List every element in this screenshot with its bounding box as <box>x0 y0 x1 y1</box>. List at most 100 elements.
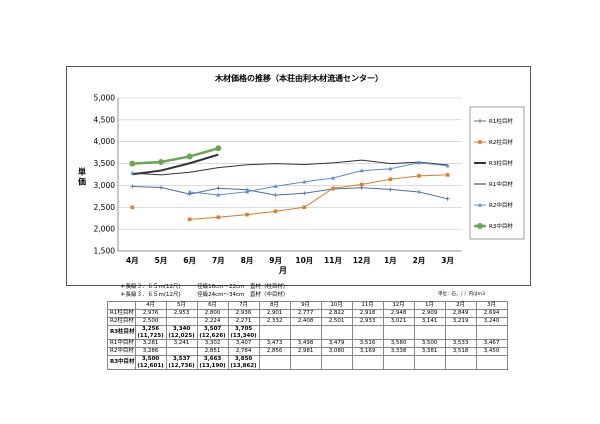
table-header-cell: 11月 <box>351 301 384 310</box>
table-cell <box>258 355 291 370</box>
table-cell: 3,021 <box>382 317 415 326</box>
table-row: R2柱目材 2,500 2,224 2,271 2,332 2,408 2,501 2,933… <box>107 317 508 326</box>
line-chart: 木材価格の推移（本荘由利木材流通センター） 1,500 2,000 2,500 3,00… <box>77 73 525 275</box>
table-cell: 3,580 <box>382 339 415 348</box>
data-table: 4月 5月 6月 7月 8月 9月 10月 11月 12月 1月 2月 3月 R1柱目材 2,976 2,9… <box>107 301 508 370</box>
table-cell: 3,500 <box>413 339 446 348</box>
table-header-cell: 9月 <box>289 301 322 310</box>
table-cell: 3,450 <box>475 347 508 356</box>
table-header-cell: 4月 <box>134 301 167 310</box>
table-cell <box>258 325 291 340</box>
x-tick-label: 11月 <box>324 256 342 265</box>
data-point <box>359 168 364 173</box>
table-cell: 3,705 (13,340) <box>227 325 260 340</box>
table-cell: 2,856 <box>258 347 291 356</box>
y-tick-label: 2,500 <box>94 203 116 212</box>
table-cell <box>165 317 198 326</box>
data-point <box>388 177 393 182</box>
table-cell <box>165 347 198 356</box>
series-line <box>132 153 219 176</box>
table-cell: 2,933 <box>351 317 384 326</box>
table-cell: 2,976 <box>134 309 167 318</box>
chart-frame: 木材価格の推移（本荘由利木材流通センター） 1,500 2,000 2,500 3,00… <box>66 66 531 286</box>
data-point <box>331 175 335 180</box>
table-cell: 2,332 <box>258 317 291 326</box>
y-tick-label: 4,000 <box>94 137 116 146</box>
data-point <box>245 189 249 194</box>
table-cell: 2,918 <box>351 309 384 318</box>
table-cell: 3,338 <box>382 347 415 356</box>
x-tick-label: 6月 <box>183 256 196 265</box>
table-cell: 3,507 (12,626) <box>196 325 229 340</box>
table-header-cell: 8月 <box>258 301 291 310</box>
table-cell: 2,851 <box>196 347 229 356</box>
table-cell: 3,340 (12,025) <box>165 325 198 340</box>
table-cell <box>382 325 415 340</box>
table-header-cell <box>107 301 136 310</box>
series-line <box>132 185 448 200</box>
table-header-cell: 7月 <box>227 301 260 310</box>
table-row: R1柱目材 2,976 2,953 2,800 2,936 2,901 2,777 2,822… <box>107 309 508 318</box>
table-cell: 2,822 <box>320 309 353 318</box>
table-cell: 3,537 (12,736) <box>165 355 198 370</box>
data-point <box>331 186 335 191</box>
row-label: R1柱目材 <box>107 309 136 318</box>
table-cell: 3,663 (13,190) <box>196 355 229 370</box>
table-cell <box>413 325 446 340</box>
row-label: R2柱目材 <box>107 317 136 326</box>
data-point <box>478 140 482 144</box>
series-line <box>189 174 448 220</box>
data-point <box>186 153 193 160</box>
table-cell: 3,302 <box>196 339 229 348</box>
table-cell: 3,381 <box>413 347 446 356</box>
table-cell: 2,777 <box>289 309 322 318</box>
series-line <box>189 162 448 196</box>
table-cell: 3,467 <box>475 339 508 348</box>
table-cell: 3,500 (12,601) <box>134 355 167 370</box>
legend-label: R2中目材 <box>489 201 513 209</box>
table-cell: 2,224 <box>196 317 229 326</box>
table-cell <box>289 355 322 370</box>
chart-title: 木材価格の推移（本荘由利木材流通センター） <box>214 73 383 83</box>
row-label: R2中目材 <box>107 347 136 356</box>
y-axis-label: 単価 <box>77 167 86 187</box>
table-cell <box>320 325 353 340</box>
table-cell: 3,518 <box>444 347 477 356</box>
table-header-cell: 12月 <box>382 301 415 310</box>
table-cell: 3,141 <box>413 317 446 326</box>
note-line: ＊長級３．６５m(12尺) 径級16cm～22cm 直材（柱目材） <box>120 284 289 290</box>
table-cell: 3,516 <box>351 339 384 348</box>
x-tick-label: 12月 <box>353 256 371 265</box>
legend-label: R2柱目材 <box>489 138 513 146</box>
table-cell: 3,498 <box>289 339 322 348</box>
table-header-cell: 3月 <box>475 301 508 310</box>
x-tick-label: 2月 <box>413 256 426 265</box>
table-cell: 3,080 <box>320 347 353 356</box>
table-row: R3柱目材 3,256 (11,725) 3,340 (12,025) 3,507 (12,… <box>107 325 508 340</box>
table-cell: 2,948 <box>382 309 415 318</box>
series-line <box>132 159 448 176</box>
table-header-cell: 6月 <box>196 301 229 310</box>
table-cell: 2,694 <box>475 309 508 318</box>
legend-label: R1柱目材 <box>489 117 513 125</box>
y-tick-label: 3,000 <box>94 181 116 190</box>
table-cell: 3,479 <box>320 339 353 348</box>
y-tick-label: 1,500 <box>94 247 116 256</box>
x-tick-label: 1月 <box>384 256 397 265</box>
x-tick-label: 7月 <box>212 256 225 265</box>
table-header-cell: 5月 <box>165 301 198 310</box>
table-cell <box>320 355 353 370</box>
table-cell: 3,473 <box>258 339 291 348</box>
data-point <box>216 192 221 197</box>
table-cell: 2,784 <box>227 347 260 356</box>
table-cell: 2,909 <box>413 309 446 318</box>
data-point <box>477 223 483 229</box>
table-cell: 2,500 <box>134 317 167 326</box>
x-axis-label: 月 <box>278 266 287 275</box>
note-line: ＊長級３．６５m(12尺) 径級24cm～34cm 直材（中目材） <box>120 292 289 298</box>
table-cell <box>444 325 477 340</box>
data-point <box>187 189 192 194</box>
data-point <box>445 173 450 177</box>
x-tick-label: 8月 <box>241 256 254 265</box>
table-cell <box>351 325 384 340</box>
